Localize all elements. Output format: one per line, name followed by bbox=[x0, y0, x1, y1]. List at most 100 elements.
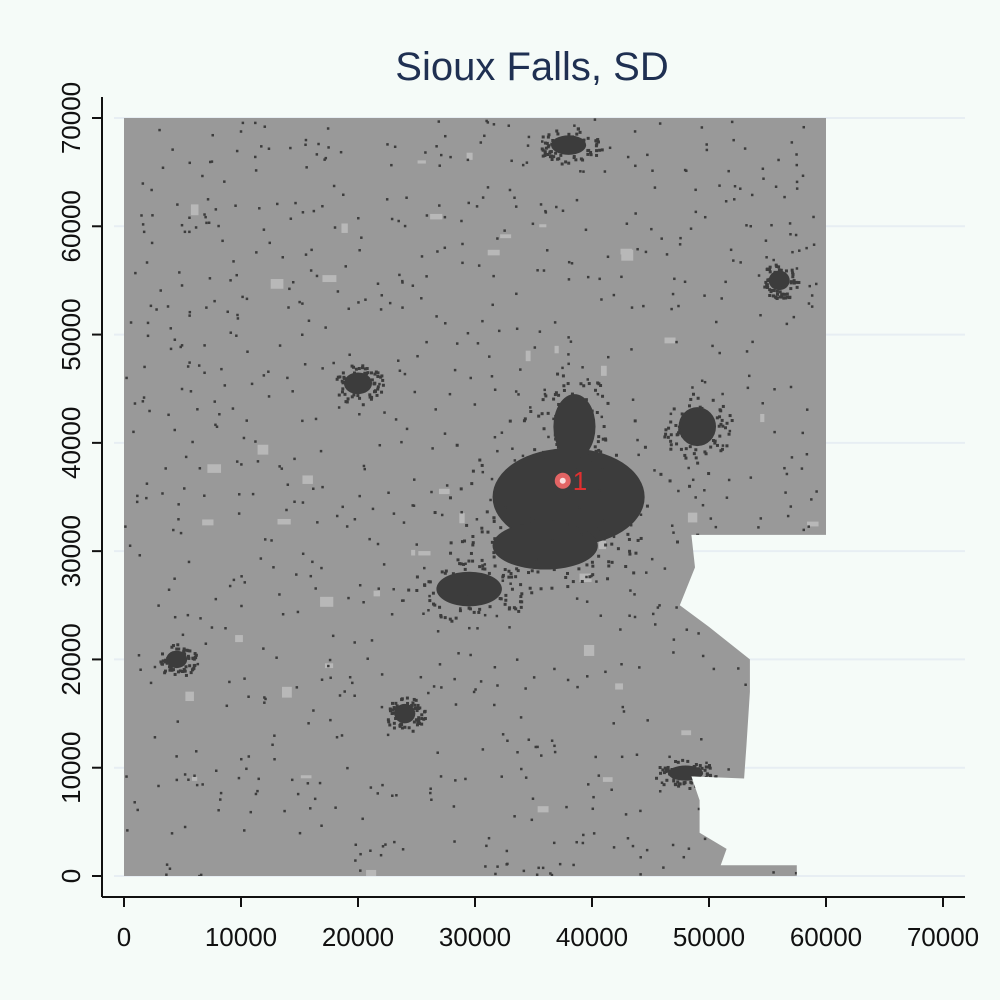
urban-speck bbox=[582, 384, 586, 388]
developed-pixel bbox=[530, 818, 534, 822]
urban-speck bbox=[727, 432, 731, 436]
developed-pixel bbox=[520, 767, 523, 771]
urban-speck bbox=[768, 288, 772, 292]
urban-speck bbox=[471, 541, 475, 545]
urban-speck bbox=[714, 775, 718, 779]
developed-pixel bbox=[516, 473, 520, 476]
developed-pixel bbox=[175, 755, 178, 758]
urban-speck bbox=[413, 706, 417, 710]
developed-pixel bbox=[573, 124, 576, 127]
developed-pixel bbox=[328, 658, 332, 662]
developed-pixel bbox=[379, 853, 383, 857]
urban-speck bbox=[341, 371, 345, 375]
developed-pixel bbox=[634, 164, 637, 168]
developed-pixel bbox=[390, 613, 394, 616]
urban-speck bbox=[784, 269, 788, 273]
urban-speck bbox=[356, 394, 360, 398]
urban-speck bbox=[544, 394, 548, 398]
developed-pixel bbox=[658, 122, 662, 125]
developed-pixel bbox=[180, 344, 184, 347]
urban-speck bbox=[167, 665, 171, 669]
urban-speck bbox=[692, 452, 696, 456]
urban-speck bbox=[674, 423, 678, 427]
urban-speck bbox=[681, 758, 685, 762]
urban-speck bbox=[352, 365, 356, 369]
developed-pixel bbox=[585, 575, 588, 579]
developed-pixel bbox=[145, 496, 148, 500]
urban-speck bbox=[608, 456, 612, 460]
developed-pixel bbox=[324, 156, 328, 160]
urban-speck bbox=[370, 378, 374, 382]
urban-speck bbox=[676, 780, 680, 784]
urban-speck bbox=[160, 662, 164, 666]
urban-speck bbox=[499, 597, 503, 601]
developed-pixel bbox=[296, 792, 300, 796]
developed-pixel bbox=[544, 209, 547, 213]
light-patch bbox=[277, 518, 291, 525]
developed-pixel bbox=[612, 535, 616, 539]
developed-pixel bbox=[240, 463, 243, 466]
developed-pixel bbox=[712, 667, 716, 671]
urban-speck bbox=[777, 265, 781, 269]
urban-speck bbox=[696, 396, 700, 400]
developed-pixel bbox=[304, 138, 308, 142]
urban-speck bbox=[546, 411, 550, 415]
developed-pixel bbox=[301, 333, 304, 337]
developed-pixel bbox=[240, 604, 243, 608]
urban-speck bbox=[665, 778, 669, 782]
developed-pixel bbox=[604, 670, 607, 674]
location-marker-label: 1 bbox=[573, 466, 587, 496]
urban-speck bbox=[556, 445, 560, 449]
urban-speck bbox=[721, 404, 725, 408]
urban-speck bbox=[541, 455, 545, 459]
developed-pixel bbox=[242, 436, 246, 440]
developed-pixel bbox=[620, 755, 624, 759]
developed-pixel bbox=[180, 223, 184, 227]
urban-speck bbox=[596, 440, 600, 444]
developed-pixel bbox=[281, 612, 285, 616]
urban-speck bbox=[376, 374, 380, 378]
developed-pixel bbox=[620, 275, 623, 279]
urban-speck bbox=[624, 565, 628, 569]
urban-speck bbox=[545, 456, 549, 460]
developed-pixel bbox=[229, 331, 233, 334]
developed-pixel bbox=[687, 847, 691, 850]
developed-pixel bbox=[461, 242, 464, 246]
urban-speck bbox=[691, 392, 695, 396]
developed-pixel bbox=[630, 348, 633, 351]
developed-pixel bbox=[566, 523, 569, 526]
developed-pixel bbox=[510, 159, 513, 163]
developed-pixel bbox=[479, 141, 483, 144]
developed-pixel bbox=[286, 483, 290, 486]
urban-speck bbox=[471, 543, 475, 547]
urban-speck bbox=[658, 766, 662, 770]
developed-pixel bbox=[660, 237, 663, 240]
urban-speck bbox=[572, 478, 576, 482]
developed-pixel bbox=[595, 580, 598, 583]
urban-speck bbox=[725, 421, 729, 425]
developed-pixel bbox=[727, 478, 731, 482]
developed-pixel bbox=[137, 654, 141, 657]
urban-speck bbox=[423, 709, 427, 713]
developed-pixel bbox=[802, 528, 805, 532]
developed-pixel bbox=[653, 186, 657, 189]
developed-pixel bbox=[237, 512, 241, 515]
developed-pixel bbox=[188, 361, 191, 364]
urban-speck bbox=[405, 696, 409, 700]
developed-pixel bbox=[511, 447, 514, 450]
developed-pixel bbox=[305, 166, 308, 169]
urban-speck bbox=[680, 412, 684, 416]
developed-pixel bbox=[232, 578, 236, 582]
developed-pixel bbox=[293, 457, 296, 461]
urban-speck bbox=[392, 726, 396, 730]
developed-pixel bbox=[235, 149, 239, 153]
urban-speck bbox=[508, 419, 512, 423]
urban-speck bbox=[604, 438, 608, 442]
developed-pixel bbox=[240, 575, 243, 578]
developed-pixel bbox=[524, 776, 528, 779]
developed-pixel bbox=[672, 777, 675, 780]
urban-speck bbox=[423, 717, 427, 721]
developed-pixel bbox=[603, 170, 607, 173]
urban-speck bbox=[684, 456, 688, 460]
developed-pixel bbox=[278, 344, 282, 347]
